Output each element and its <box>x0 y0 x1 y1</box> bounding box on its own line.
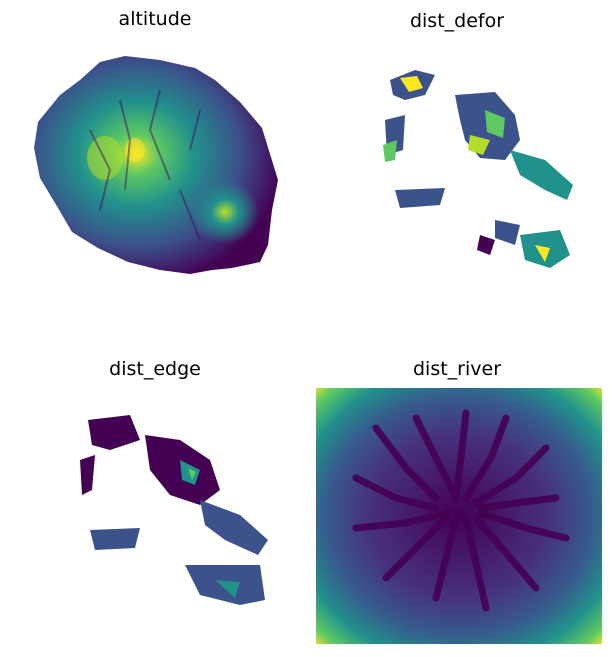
dist-defor-map <box>383 70 573 268</box>
dist-river-field <box>316 388 602 644</box>
dist-river-channels <box>352 409 570 612</box>
panel-title-altitude: altitude <box>118 8 192 30</box>
dist-river-map <box>316 388 602 644</box>
dist-edge-patches <box>80 415 268 605</box>
dist-edge-map <box>80 415 268 605</box>
altitude-map <box>34 56 278 274</box>
altitude-east-peak <box>191 180 259 244</box>
altitude-west-peak <box>87 136 123 180</box>
dist-defor-patches <box>383 70 573 268</box>
panel-title-dist-river: dist_river <box>412 358 502 380</box>
panel-title-dist-defor: dist_defor <box>409 10 505 32</box>
panel-title-dist-edge: dist_edge <box>109 358 201 380</box>
altitude-island <box>34 56 278 274</box>
